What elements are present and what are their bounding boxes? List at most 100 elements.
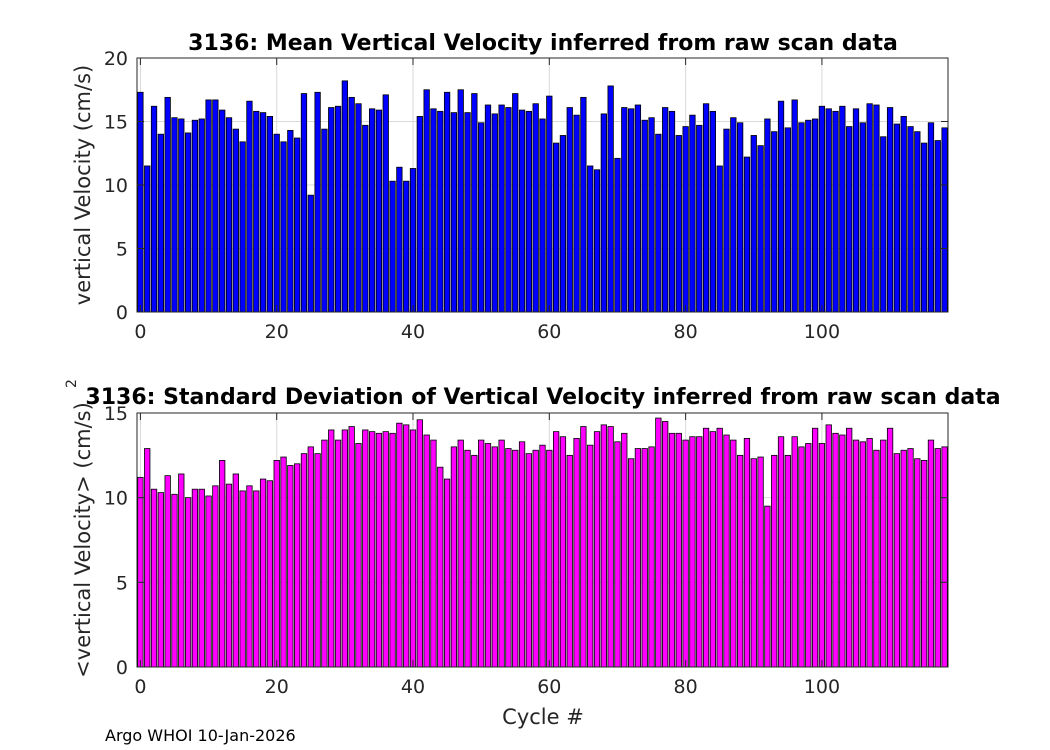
bar — [464, 449, 471, 668]
bar — [328, 107, 335, 313]
bar — [471, 454, 478, 668]
bar — [157, 133, 164, 313]
bar — [273, 460, 280, 668]
bar — [321, 128, 328, 313]
bar — [341, 429, 348, 668]
bar — [587, 165, 594, 313]
bar — [164, 475, 171, 668]
bar — [396, 166, 403, 313]
bar — [737, 122, 744, 313]
bar — [457, 89, 464, 313]
bar — [382, 431, 389, 668]
bar — [239, 141, 246, 313]
x-tick-label: 100 — [804, 321, 840, 343]
bar — [873, 104, 880, 313]
bar — [471, 93, 478, 313]
bar — [662, 107, 669, 313]
bar — [505, 107, 512, 313]
bar — [852, 439, 860, 668]
bar — [614, 157, 621, 313]
bar — [505, 448, 512, 668]
bar — [627, 458, 635, 668]
chart-std-vertical-velocity: 0 20 40 60 80 100 0 5 10 15 <vertical Velocity> (… — [64, 379, 1001, 729]
bar — [219, 109, 226, 313]
bar — [873, 449, 880, 668]
bar — [375, 109, 383, 313]
bar — [914, 131, 921, 313]
bar — [859, 441, 866, 668]
bar — [348, 426, 355, 668]
bar — [716, 165, 723, 313]
bar — [600, 424, 607, 668]
bar — [205, 495, 212, 668]
x-tick-label: 0 — [134, 321, 146, 343]
y-tick-label: 10 — [104, 175, 128, 197]
bar — [450, 112, 458, 313]
bar — [907, 448, 914, 668]
bar — [546, 95, 553, 313]
bar — [225, 483, 233, 668]
bar — [566, 107, 573, 313]
y-tick-label: 5 — [116, 572, 128, 594]
bar — [368, 108, 376, 313]
bar — [927, 122, 935, 313]
bar — [246, 485, 253, 668]
bar — [648, 117, 655, 313]
bar — [641, 119, 648, 313]
bar — [689, 436, 696, 668]
bar — [886, 427, 894, 668]
bar — [559, 436, 567, 668]
bar — [294, 137, 301, 313]
bar — [852, 108, 860, 313]
bar — [144, 165, 151, 313]
bar — [662, 421, 669, 668]
bar — [818, 105, 826, 313]
bar — [791, 99, 798, 313]
bar — [246, 100, 253, 313]
bar — [300, 453, 308, 668]
bar — [709, 110, 717, 313]
bar — [614, 441, 621, 668]
bar — [355, 103, 362, 313]
bar — [375, 432, 383, 668]
bar — [478, 122, 485, 313]
bar — [437, 110, 444, 313]
bar — [307, 446, 314, 668]
bar — [178, 118, 185, 313]
bar — [150, 105, 158, 313]
bar — [682, 439, 689, 668]
bar — [532, 449, 539, 668]
bar — [171, 493, 178, 668]
bar — [484, 104, 492, 313]
bar — [934, 448, 941, 668]
bar — [743, 437, 751, 668]
bar — [798, 446, 805, 668]
bar — [437, 466, 444, 668]
x-tick-label: 80 — [674, 321, 698, 343]
bar — [389, 432, 396, 668]
bar — [191, 119, 199, 313]
bar — [893, 123, 901, 313]
y-axis-label: vertical Velocity (cm/s) — [71, 65, 95, 305]
bar — [921, 142, 928, 313]
bar — [702, 103, 710, 313]
bar — [723, 128, 730, 313]
axis-ticks: 0 20 40 60 80 100 0 5 10 15 20 — [104, 48, 948, 343]
bar — [212, 99, 219, 313]
bar — [832, 432, 839, 668]
bar — [757, 145, 764, 313]
bar — [423, 89, 430, 313]
bar — [491, 446, 498, 668]
bar — [941, 446, 948, 668]
bar — [757, 456, 764, 668]
bar — [259, 478, 267, 668]
bar — [184, 497, 192, 668]
bar — [198, 118, 205, 313]
bar — [525, 110, 532, 313]
bar — [866, 437, 873, 668]
bar — [403, 424, 410, 668]
y-tick-label: 10 — [104, 488, 128, 510]
bar — [184, 132, 192, 313]
bar — [696, 124, 703, 313]
